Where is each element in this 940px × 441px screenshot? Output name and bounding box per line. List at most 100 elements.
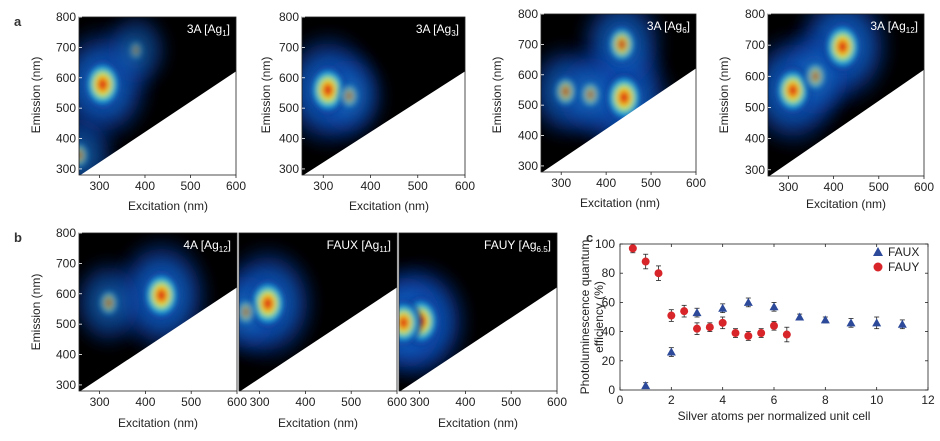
x-tick-label: 600	[547, 395, 567, 409]
x-tick-label: 500	[408, 179, 428, 193]
heatmap-peak	[606, 23, 638, 66]
heatmap-peak	[338, 81, 361, 111]
x-tick-label: 300	[313, 179, 333, 193]
quantum-efficiency-chart: 0 20 40 60 80 100 0 2 4 6 8 10 12 Silver atoms per no…	[578, 237, 935, 423]
qe-point-faux	[795, 312, 805, 321]
qe-x-tick-label: 2	[668, 393, 675, 407]
y-tick-label: 700	[56, 40, 76, 54]
heatmap-title: 3A [Ag6]	[647, 19, 690, 35]
qe-point-fauy	[731, 329, 740, 338]
qe-point-faux	[769, 302, 779, 311]
qe-point-faux	[641, 381, 651, 390]
heatmap-blank-region	[769, 69, 924, 176]
y-tick-label: 500	[56, 317, 76, 331]
x-axis-label-a1: Excitation (nm)	[128, 199, 208, 213]
qe-point-fauy	[718, 318, 727, 327]
heatmap-frame	[398, 232, 558, 392]
qe-y-tick-label: 0	[608, 383, 615, 397]
x-tick-label: 300	[778, 180, 798, 194]
qe-point-fauy	[757, 329, 766, 338]
x-axis-label-a2: Excitation (nm)	[349, 199, 429, 213]
y-axis-label-a3: Emission (nm)	[490, 57, 504, 134]
qe-point-fauy	[782, 330, 791, 339]
qe-point-fauy	[654, 269, 663, 278]
x-tick-label: 400	[360, 179, 380, 193]
x-axis-label-b3: Excitation (nm)	[438, 416, 518, 430]
y-tick-label: 400	[518, 129, 538, 143]
qe-point-fauy	[628, 244, 637, 253]
y-tick-label: 300	[279, 162, 299, 176]
heatmap-frame	[301, 16, 466, 176]
qe-point-fauy	[641, 257, 650, 266]
heatmap-panel-1: 3A [Ag1] 300 400 500 600 700 800 300 400 500 600	[56, 10, 246, 193]
heatmap-peak	[803, 59, 828, 93]
heatmap-peak	[128, 39, 144, 62]
heatmap-frame	[78, 232, 238, 392]
qe-y-tick-label: 100	[595, 237, 615, 251]
qe-point-fauy	[705, 323, 714, 332]
heatmap-peak	[822, 20, 863, 73]
heatmap-title: FAUX [Ag11]	[327, 238, 391, 254]
y-tick-label: 600	[279, 71, 299, 85]
qe-y-tick-label: 80	[602, 266, 616, 280]
y-tick-label: 500	[745, 100, 765, 114]
panel-label-c: c	[586, 230, 593, 245]
x-tick-label: 500	[869, 180, 889, 194]
qe-y-tick-label: 40	[602, 325, 616, 339]
y-tick-label: 700	[745, 38, 765, 52]
y-tick-label: 800	[56, 10, 76, 24]
qe-point-faux	[666, 347, 676, 356]
qe-point-fauy	[667, 311, 676, 320]
x-tick-label: 400	[596, 176, 616, 190]
x-tick-label: 400	[824, 180, 844, 194]
y-tick-label: 300	[56, 162, 76, 176]
qe-point-fauy	[770, 321, 778, 330]
x-tick-label: 600	[227, 395, 247, 409]
x-tick-label: 500	[641, 176, 661, 190]
qe-y-axis-label-line2: efficiency (%)	[592, 281, 606, 353]
x-tick-label: 400	[135, 395, 155, 409]
y-tick-label: 700	[56, 256, 76, 270]
qe-point-fauy	[693, 324, 701, 333]
qe-point-faux	[718, 303, 728, 312]
qe-y-tick-label: 60	[602, 295, 616, 309]
y-tick-label: 600	[518, 68, 538, 82]
heatmap-frame	[78, 16, 237, 176]
qe-y-tick-label: 20	[602, 354, 616, 368]
y-tick-label: 600	[56, 287, 76, 301]
y-tick-label: 800	[745, 7, 765, 21]
heatmap-peak	[79, 140, 90, 171]
heatmap-peak	[82, 58, 123, 111]
y-tick-label: 400	[745, 132, 765, 146]
heatmap-panel-3: 3A [Ag6] 300 400 500 600 700 800 300 400 500 600	[518, 7, 706, 190]
y-tick-label: 300	[745, 163, 765, 177]
heatmap-title: 3A [Ag3]	[416, 22, 459, 38]
heatmap-blank-region	[542, 68, 696, 172]
heatmap-peak	[239, 297, 257, 327]
qe-point-fauy	[744, 331, 753, 340]
x-tick-label: 300	[551, 176, 571, 190]
heatmap-peak	[141, 269, 182, 322]
heatmap-peak	[247, 277, 288, 330]
y-tick-label: 400	[56, 132, 76, 146]
qe-x-tick-label: 6	[771, 393, 778, 407]
x-tick-label: 500	[180, 179, 200, 193]
y-tick-label: 300	[56, 378, 76, 392]
y-axis-label-a2: Emission (nm)	[259, 57, 273, 134]
y-tick-label: 700	[518, 37, 538, 51]
x-tick-label: 300	[90, 395, 110, 409]
x-tick-label: 400	[295, 395, 315, 409]
x-tick-label: 600	[455, 179, 475, 193]
y-tick-label: 800	[56, 226, 76, 240]
heatmap-blank-region	[240, 287, 397, 391]
y-axis-label-a1: Emission (nm)	[29, 57, 43, 134]
panel-label-a: a	[14, 14, 22, 29]
heatmap-peak	[97, 287, 120, 318]
qe-y-axis-label-line1: Photoluminescence quantum	[578, 240, 592, 395]
heatmap-blank-region	[80, 287, 237, 391]
qe-point-faux	[692, 308, 702, 317]
y-tick-label: 600	[56, 71, 76, 85]
